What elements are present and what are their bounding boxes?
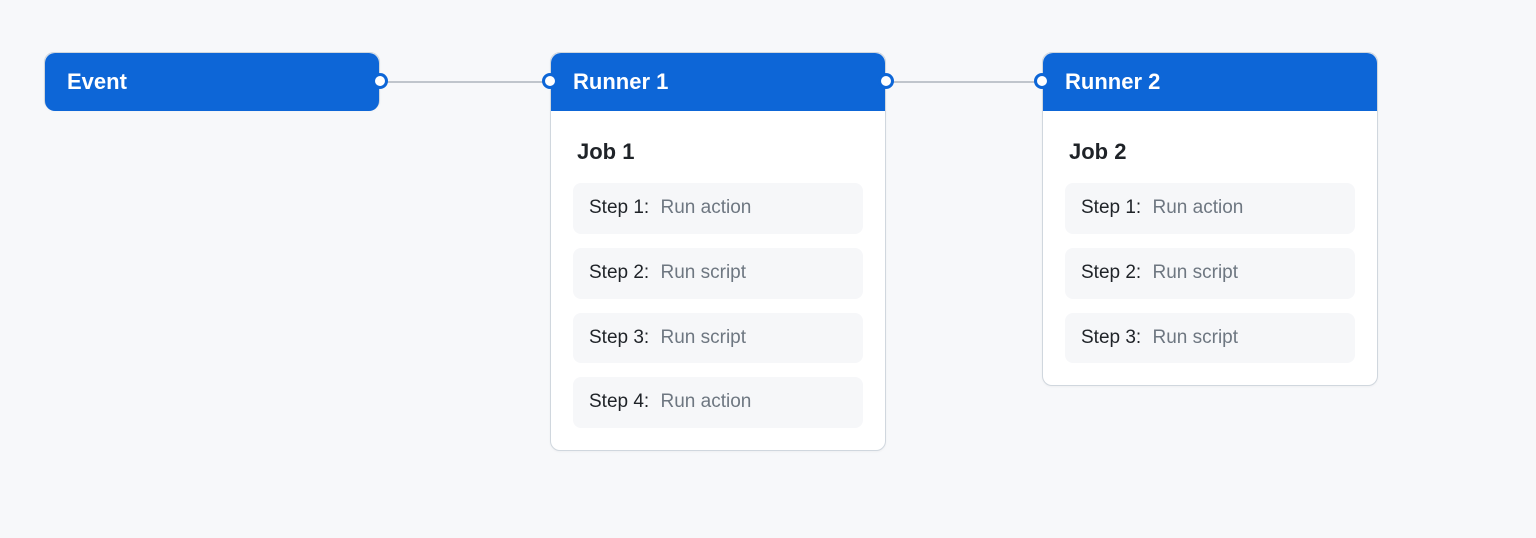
step-label: Step 2: (589, 262, 649, 283)
node-event-header: Event (45, 53, 379, 111)
step-desc: Run action (1153, 197, 1244, 218)
step-desc: Run script (1153, 327, 1239, 348)
node-runner1-title: Runner 1 (573, 69, 668, 94)
edge-event-to-runner1 (380, 81, 550, 83)
port-runner1-out (878, 73, 894, 89)
step-desc: Run script (1153, 262, 1239, 283)
node-runner2-body: Job 2 Step 1: Run action Step 2: Run scr… (1043, 111, 1377, 385)
step-label: Step 4: (589, 391, 649, 412)
node-runner1: Runner 1 Job 1 Step 1: Run action Step 2… (550, 52, 886, 451)
step-label: Step 3: (589, 327, 649, 348)
node-event-title: Event (67, 69, 127, 94)
node-event: Event (44, 52, 380, 110)
step-label: Step 2: (1081, 262, 1141, 283)
step-label: Step 1: (589, 197, 649, 218)
step-desc: Run action (661, 391, 752, 412)
diagram-canvas: Event Runner 1 Job 1 Step 1: Run action … (0, 0, 1536, 538)
runner1-job-title: Job 1 (577, 139, 863, 165)
step-desc: Run script (661, 262, 747, 283)
runner1-step: Step 2: Run script (573, 248, 863, 299)
edge-runner1-to-runner2 (886, 81, 1042, 83)
node-runner2-header: Runner 2 (1043, 53, 1377, 111)
runner2-step: Step 2: Run script (1065, 248, 1355, 299)
runner1-step: Step 3: Run script (573, 313, 863, 364)
port-runner1-in (542, 73, 558, 89)
port-runner2-in (1034, 73, 1050, 89)
step-desc: Run script (661, 327, 747, 348)
node-runner2-title: Runner 2 (1065, 69, 1160, 94)
runner2-step: Step 1: Run action (1065, 183, 1355, 234)
step-desc: Run action (661, 197, 752, 218)
step-label: Step 1: (1081, 197, 1141, 218)
runner2-job-title: Job 2 (1069, 139, 1355, 165)
runner1-step: Step 4: Run action (573, 377, 863, 428)
node-runner1-body: Job 1 Step 1: Run action Step 2: Run scr… (551, 111, 885, 450)
step-label: Step 3: (1081, 327, 1141, 348)
runner2-step: Step 3: Run script (1065, 313, 1355, 364)
runner1-step: Step 1: Run action (573, 183, 863, 234)
node-runner2: Runner 2 Job 2 Step 1: Run action Step 2… (1042, 52, 1378, 386)
port-event-out (372, 73, 388, 89)
node-runner1-header: Runner 1 (551, 53, 885, 111)
